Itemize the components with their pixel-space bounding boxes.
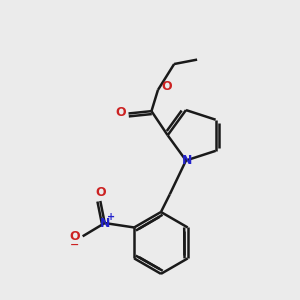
Text: O: O [69, 230, 80, 243]
Text: N: N [100, 217, 110, 230]
Text: O: O [95, 186, 106, 199]
Text: O: O [161, 80, 172, 94]
Text: −: − [70, 239, 79, 250]
Text: +: + [107, 212, 115, 222]
Text: O: O [115, 106, 126, 119]
Text: N: N [182, 154, 192, 167]
